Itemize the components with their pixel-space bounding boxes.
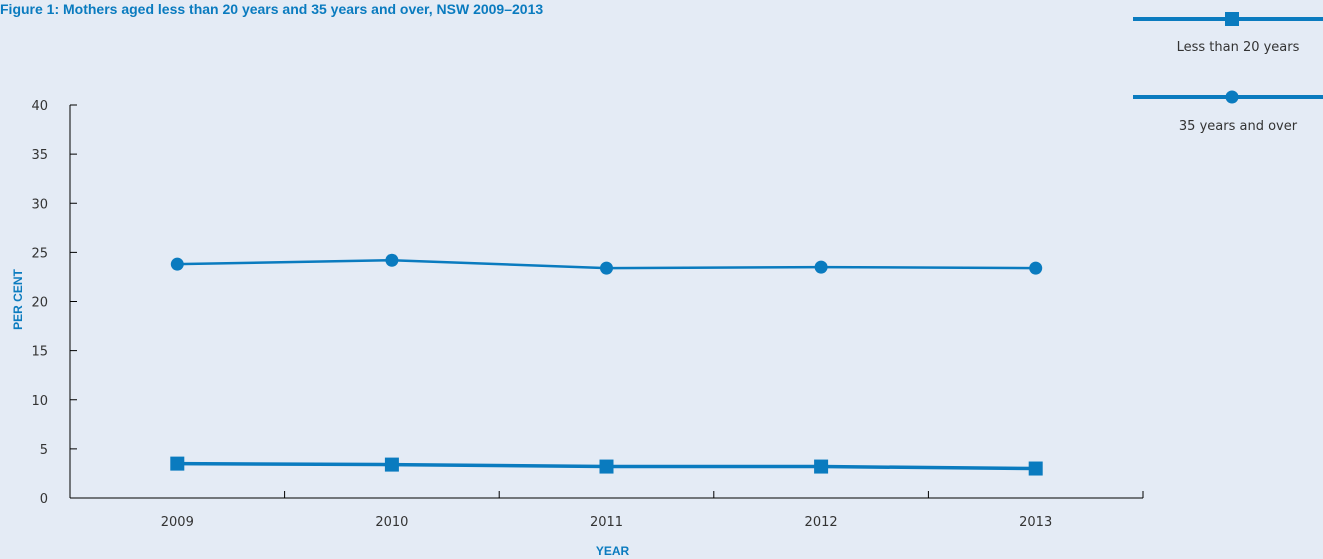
y-tick-label: 30 xyxy=(31,197,48,212)
x-tick-label: 2010 xyxy=(375,515,408,530)
x-ticks: 2009 2010 2011 2012 2013 xyxy=(69,491,1144,530)
legend-circle-marker-icon xyxy=(1225,90,1239,104)
x-tick-label: 2011 xyxy=(590,515,623,530)
data-point-square xyxy=(814,459,829,474)
data-point-circle xyxy=(1029,261,1043,275)
data-point-square xyxy=(599,459,614,474)
data-point-circle xyxy=(600,261,613,275)
legend: Less than 20 years 35 years and over xyxy=(1133,12,1323,134)
data-point-square xyxy=(384,457,399,472)
data-point-circle xyxy=(385,253,399,267)
legend-label-less-than-20: Less than 20 years xyxy=(1177,40,1300,55)
y-ticks: 0 5 10 15 20 25 30 35 40 xyxy=(31,99,77,507)
y-tick-label: 10 xyxy=(31,394,48,409)
axes xyxy=(69,105,1143,499)
y-tick-label: 15 xyxy=(31,345,48,360)
x-tick-label: 2009 xyxy=(161,515,194,530)
y-tick-label: 40 xyxy=(31,99,48,114)
legend-item-less-than-20: Less than 20 years xyxy=(1133,12,1323,55)
chart-title: Figure 1: Mothers aged less than 20 year… xyxy=(0,1,543,17)
data-point-square xyxy=(170,456,185,471)
x-axis-title: YEAR xyxy=(596,544,630,558)
data-point-circle xyxy=(814,260,828,274)
y-tick-label: 5 xyxy=(40,443,48,458)
x-tick-label: 2013 xyxy=(1019,515,1052,530)
series-layer xyxy=(170,253,1043,476)
legend-item-35-and-over: 35 years and over xyxy=(1133,90,1323,134)
y-tick-label: 25 xyxy=(31,246,48,261)
y-tick-label: 0 xyxy=(40,492,48,507)
y-tick-label: 20 xyxy=(31,296,48,311)
y-axis-title: PER CENT xyxy=(11,269,25,330)
x-tick-label: 2012 xyxy=(805,515,838,530)
legend-label-35-and-over: 35 years and over xyxy=(1179,119,1298,134)
data-point-circle xyxy=(170,257,184,271)
y-tick-label: 35 xyxy=(31,148,48,163)
legend-square-marker-icon xyxy=(1225,12,1239,26)
data-point-square xyxy=(1028,461,1043,476)
